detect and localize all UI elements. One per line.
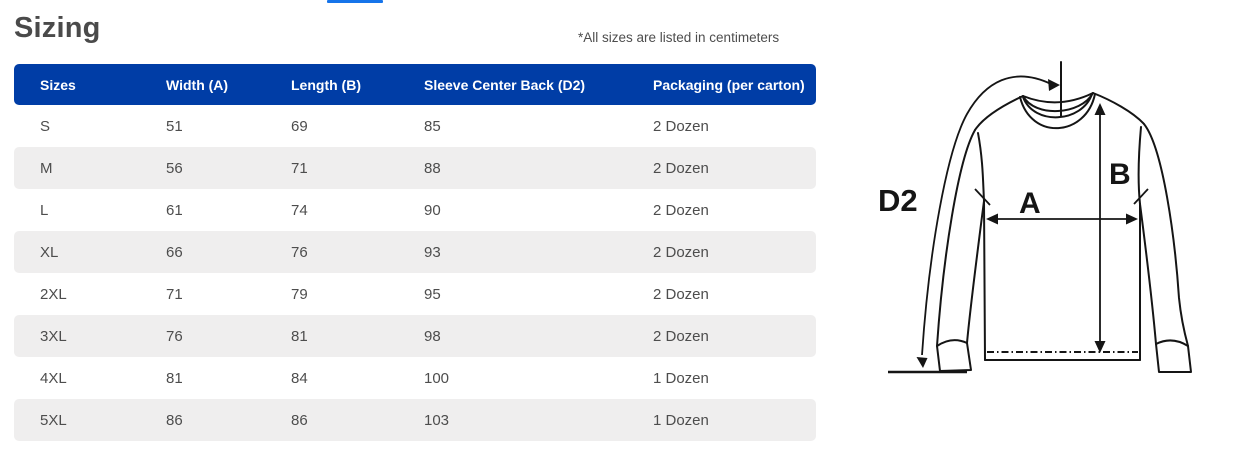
cell: 1 Dozen: [653, 411, 709, 429]
cell: 71: [166, 285, 183, 303]
shirt-measurement-diagram: D2 A B: [863, 0, 1243, 476]
cell: 56: [166, 159, 183, 177]
shirt-outline: [936, 61, 1192, 373]
active-tab-underline-indicator: [327, 0, 383, 3]
cell: M: [40, 159, 53, 177]
column-header: Packaging (per carton): [653, 76, 805, 93]
cell: S: [40, 117, 51, 135]
table-row: L 61 74 90 2 Dozen: [14, 189, 816, 231]
table-row: S 51 69 85 2 Dozen: [14, 105, 816, 147]
column-header: Sizes: [40, 76, 76, 93]
cell: 76: [166, 327, 183, 345]
cell: L: [40, 201, 49, 219]
table-row: 5XL 86 86 103 1 Dozen: [14, 399, 816, 441]
sizing-table: Sizes Width (A) Length (B) Sleeve Center Ba…: [14, 64, 816, 441]
cell: 74: [291, 201, 308, 219]
cell: 51: [166, 117, 183, 135]
table-row: 4XL 81 84 100 1 Dozen: [14, 357, 816, 399]
length-measure-arrow: [1094, 103, 1106, 353]
cell: 103: [424, 411, 450, 429]
table-row: XL 66 76 93 2 Dozen: [14, 231, 816, 273]
table-row: 3XL 76 81 98 2 Dozen: [14, 315, 816, 357]
cell: 2 Dozen: [653, 327, 709, 345]
page-title: Sizing: [14, 12, 101, 44]
cell: 2 Dozen: [653, 243, 709, 261]
shirt-diagram-drawing: D2 A B: [878, 61, 1192, 374]
cell: 2 Dozen: [653, 285, 709, 303]
cell: 61: [166, 201, 183, 219]
cell: 81: [166, 369, 183, 387]
cell: 88: [424, 159, 441, 177]
cell: 86: [291, 411, 308, 429]
cell: 3XL: [40, 327, 67, 345]
table-row: M 56 71 88 2 Dozen: [14, 147, 816, 189]
label-b: B: [1109, 158, 1131, 191]
width-measure-arrow: [974, 188, 1149, 225]
cell: 98: [424, 327, 441, 345]
cell: 81: [291, 327, 308, 345]
cell: 2 Dozen: [653, 201, 709, 219]
cell: 69: [291, 117, 308, 135]
cell: 4XL: [40, 369, 67, 387]
cell: 93: [424, 243, 441, 261]
label-d2: D2: [878, 183, 918, 218]
cell: 84: [291, 369, 308, 387]
cell: 2 Dozen: [653, 159, 709, 177]
cell: 5XL: [40, 411, 67, 429]
cell: XL: [40, 243, 59, 261]
table-header-row: Sizes Width (A) Length (B) Sleeve Center Ba…: [14, 64, 816, 105]
table-row: 2XL 71 79 95 2 Dozen: [14, 273, 816, 315]
cell: 66: [166, 243, 183, 261]
cell: 71: [291, 159, 308, 177]
cell: 2XL: [40, 285, 67, 303]
label-a: A: [1019, 187, 1041, 220]
column-header: Width (A): [166, 76, 229, 93]
cell: 76: [291, 243, 308, 261]
units-note: *All sizes are listed in centimeters: [578, 30, 780, 45]
cell: 79: [291, 285, 308, 303]
column-header: Length (B): [291, 76, 361, 93]
cell: 2 Dozen: [653, 117, 709, 135]
cell: 85: [424, 117, 441, 135]
table-body: S 51 69 85 2 Dozen M 56 71 88 2 Dozen L 61 74 90 2 Doz…: [14, 105, 816, 441]
cell: 86: [166, 411, 183, 429]
column-header: Sleeve Center Back (D2): [424, 76, 586, 93]
sleeve-center-back-measure-arrow: [888, 75, 1060, 374]
cell: 90: [424, 201, 441, 219]
cell: 95: [424, 285, 441, 303]
cell: 1 Dozen: [653, 369, 709, 387]
cell: 100: [424, 369, 450, 387]
